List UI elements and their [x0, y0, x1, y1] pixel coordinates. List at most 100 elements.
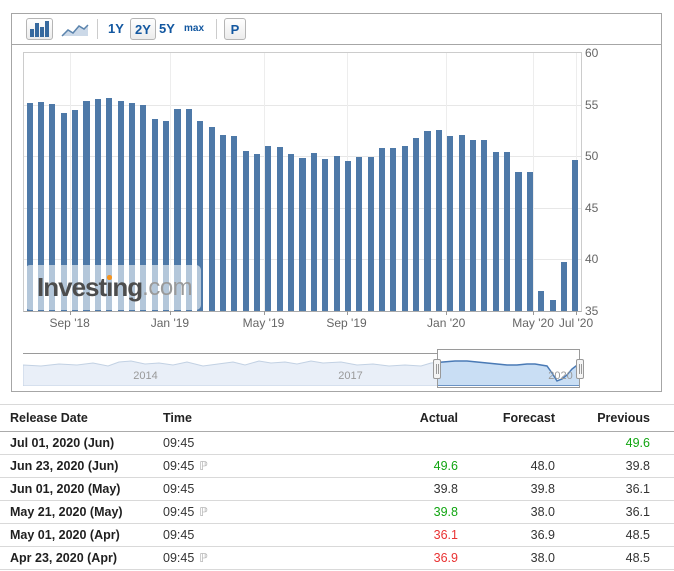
release-date: Jul 01, 2020 (Jun) — [0, 432, 163, 455]
col-time: Time — [163, 405, 293, 432]
line-chart-icon — [61, 22, 89, 38]
axis-tick — [170, 311, 171, 315]
bar[interactable] — [447, 136, 453, 311]
y-axis-label: 55 — [585, 98, 615, 112]
bar[interactable] — [436, 130, 442, 311]
toolbar-divider — [216, 19, 217, 39]
range-5y-button[interactable]: 5Y — [159, 21, 175, 36]
bar[interactable] — [322, 159, 328, 311]
bar[interactable] — [459, 135, 465, 312]
table-row: Jun 23, 2020 (Jun) 09:45ℙ 49.6 48.0 39.8 — [0, 455, 674, 478]
previous-value: 39.8 — [555, 455, 674, 478]
axis-tick — [70, 311, 71, 315]
bar[interactable] — [504, 152, 510, 311]
line-chart-type-button[interactable] — [61, 22, 89, 38]
bar[interactable] — [209, 127, 215, 311]
bar[interactable] — [572, 160, 578, 311]
y-axis-label: 50 — [585, 149, 615, 163]
bar[interactable] — [424, 131, 430, 311]
release-time: 09:45ℙ — [163, 501, 293, 524]
bar[interactable] — [334, 156, 340, 311]
chart-toolbar: 1Y 2Y 5Y max P — [12, 14, 661, 45]
actual-value: 39.8 — [293, 478, 458, 501]
table-row: May 01, 2020 (Apr) 09:45 36.1 36.9 48.5 — [0, 524, 674, 547]
bar[interactable] — [493, 152, 499, 311]
previous-value: 49.6 — [555, 432, 674, 455]
bar[interactable] — [470, 140, 476, 311]
navigator-right-handle[interactable] — [576, 359, 584, 379]
previous-value: 48.5 — [555, 547, 674, 570]
range-max-button[interactable]: max — [184, 23, 204, 34]
bar[interactable] — [288, 154, 294, 311]
x-axis-label: Jan '20 — [427, 316, 465, 330]
x-axis-label: Sep '19 — [326, 316, 366, 330]
table-header-row: Release Date Time Actual Forecast Previo… — [0, 405, 674, 432]
bar[interactable] — [402, 146, 408, 311]
y-axis-label: 40 — [585, 252, 615, 266]
axis-tick — [264, 311, 265, 315]
bar[interactable] — [527, 172, 533, 311]
actual-value: 39.8 — [293, 501, 458, 524]
release-date: Apr 23, 2020 (Apr) — [0, 547, 163, 570]
bar-chart-icon — [30, 21, 49, 37]
bar[interactable] — [243, 151, 249, 311]
navigator-left-handle[interactable] — [433, 359, 441, 379]
x-axis-label: Sep '18 — [50, 316, 90, 330]
navigator-year-label: 2014 — [133, 370, 157, 382]
navigator-outline — [23, 353, 437, 354]
bar[interactable] — [231, 136, 237, 311]
bar[interactable] — [311, 153, 317, 311]
release-time: 09:45 — [163, 524, 293, 547]
range-navigator[interactable]: 201420172020 — [23, 353, 580, 386]
actual-value: 49.6 — [293, 455, 458, 478]
bar[interactable] — [538, 291, 544, 311]
bar-chart-type-button[interactable] — [26, 18, 53, 40]
axis-tick — [576, 311, 577, 315]
bar[interactable] — [345, 161, 351, 311]
bar[interactable] — [368, 157, 374, 311]
toolbar-divider — [97, 19, 98, 39]
release-date: Jun 23, 2020 (Jun) — [0, 455, 163, 478]
col-previous: Previous — [555, 405, 674, 432]
watermark-suffix: .com — [142, 274, 192, 302]
watermark-brand: Investıng — [37, 272, 142, 303]
release-date: Jun 01, 2020 (May) — [0, 478, 163, 501]
preliminary-icon: ℙ — [199, 459, 207, 473]
forecast-value: 38.0 — [458, 501, 555, 524]
bar[interactable] — [379, 148, 385, 311]
x-axis: Sep '18Jan '19May '19Sep '19Jan '20May '… — [24, 316, 581, 331]
bar[interactable] — [390, 148, 396, 311]
bar[interactable] — [413, 138, 419, 311]
release-time: 09:45 — [163, 432, 293, 455]
bar[interactable] — [254, 154, 260, 311]
investing-watermark: Investıng.com — [25, 265, 201, 310]
y-axis-label: 45 — [585, 201, 615, 215]
bar[interactable] — [265, 146, 271, 311]
bar[interactable] — [277, 147, 283, 311]
y-axis-label: 60 — [585, 46, 615, 60]
forecast-value: 38.0 — [458, 547, 555, 570]
bar[interactable] — [356, 157, 362, 311]
forecast-value: 39.8 — [458, 478, 555, 501]
bar[interactable] — [515, 172, 521, 311]
economic-indicator-widget: 1Y 2Y 5Y max P Investıng.com 60 55 50 45 40 3… — [0, 0, 674, 571]
navigator-selection-window[interactable] — [437, 349, 580, 388]
preliminary-icon: ℙ — [199, 505, 207, 519]
preliminary-icon: ℙ — [199, 551, 207, 565]
range-2y-button[interactable]: 2Y — [130, 18, 156, 40]
bar[interactable] — [481, 140, 487, 311]
range-1y-button[interactable]: 1Y — [108, 21, 124, 36]
bar[interactable] — [561, 262, 567, 312]
previous-value: 36.1 — [555, 501, 674, 524]
actual-value: 36.9 — [293, 547, 458, 570]
x-axis-label: May '19 — [243, 316, 285, 330]
table-row: Apr 23, 2020 (Apr) 09:45ℙ 36.9 38.0 48.5 — [0, 547, 674, 570]
watermark-orange-dot — [107, 275, 112, 280]
releases-table: Release Date Time Actual Forecast Previo… — [0, 404, 674, 570]
preliminary-toggle-button[interactable]: P — [224, 18, 246, 40]
bar[interactable] — [220, 135, 226, 312]
col-forecast: Forecast — [458, 405, 555, 432]
navigator-year-label: 2020 — [548, 370, 572, 382]
bar[interactable] — [299, 158, 305, 311]
bar[interactable] — [550, 300, 556, 311]
